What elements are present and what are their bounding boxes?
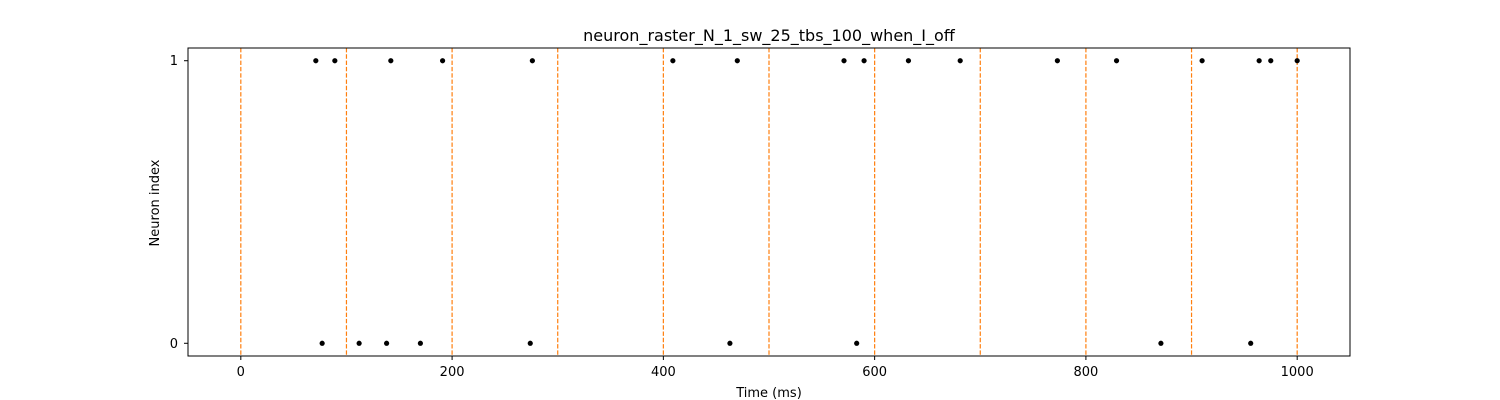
spike-point-n0-1 bbox=[356, 340, 362, 346]
x-tick-label-400: 400 bbox=[651, 365, 676, 380]
y-axis-label: Neuron index bbox=[148, 159, 163, 246]
x-tick-label-1000: 1000 bbox=[1281, 365, 1314, 380]
spike-point-n1-12 bbox=[1113, 58, 1120, 64]
y-tick-label-0: 0 bbox=[170, 337, 178, 352]
spike-point-n1-11 bbox=[1054, 58, 1060, 64]
spike-point-n1-3 bbox=[439, 58, 446, 64]
plot-frame bbox=[187, 47, 1351, 357]
spike-point-n1-8 bbox=[861, 58, 867, 64]
spike-point-n1-1 bbox=[332, 58, 338, 64]
spike-point-n1-6 bbox=[734, 58, 740, 64]
y-tick-label-1: 1 bbox=[170, 54, 178, 69]
x-tick-label-600: 600 bbox=[862, 365, 887, 380]
x-axis-label: Time (ms) bbox=[735, 386, 802, 400]
x-tick-label-0: 0 bbox=[237, 365, 245, 380]
spike-point-n1-16 bbox=[1294, 58, 1300, 64]
spike-point-n0-8 bbox=[1248, 340, 1254, 346]
spike-point-n1-10 bbox=[957, 58, 963, 64]
spike-point-n0-4 bbox=[527, 340, 533, 346]
spike-point-n1-0 bbox=[313, 58, 319, 64]
spike-point-n0-0 bbox=[319, 340, 325, 346]
plot-area: 0 200 400 600 800 1000 0 1 bbox=[170, 47, 1351, 380]
spike-point-n1-15 bbox=[1268, 58, 1274, 64]
x-tick-label-200: 200 bbox=[440, 365, 465, 380]
spike-point-n0-2 bbox=[383, 340, 390, 346]
spike-point-n1-2 bbox=[388, 58, 394, 64]
x-tick-label-800: 800 bbox=[1073, 365, 1098, 380]
spike-point-n1-13 bbox=[1199, 58, 1205, 64]
spike-point-n1-9 bbox=[905, 58, 912, 64]
spike-point-n0-3 bbox=[417, 340, 423, 346]
spike-point-n0-6 bbox=[854, 340, 860, 346]
spike-point-n1-14 bbox=[1256, 58, 1262, 64]
spike-point-n1-5 bbox=[670, 58, 676, 64]
spike-point-n1-4 bbox=[529, 58, 535, 64]
chart-title: neuron_raster_N_1_sw_25_tbs_100_when_I_o… bbox=[583, 26, 956, 46]
spike-point-n0-7 bbox=[1158, 340, 1164, 346]
spike-point-n1-7 bbox=[841, 58, 847, 64]
spike-point-n0-5 bbox=[727, 340, 733, 346]
